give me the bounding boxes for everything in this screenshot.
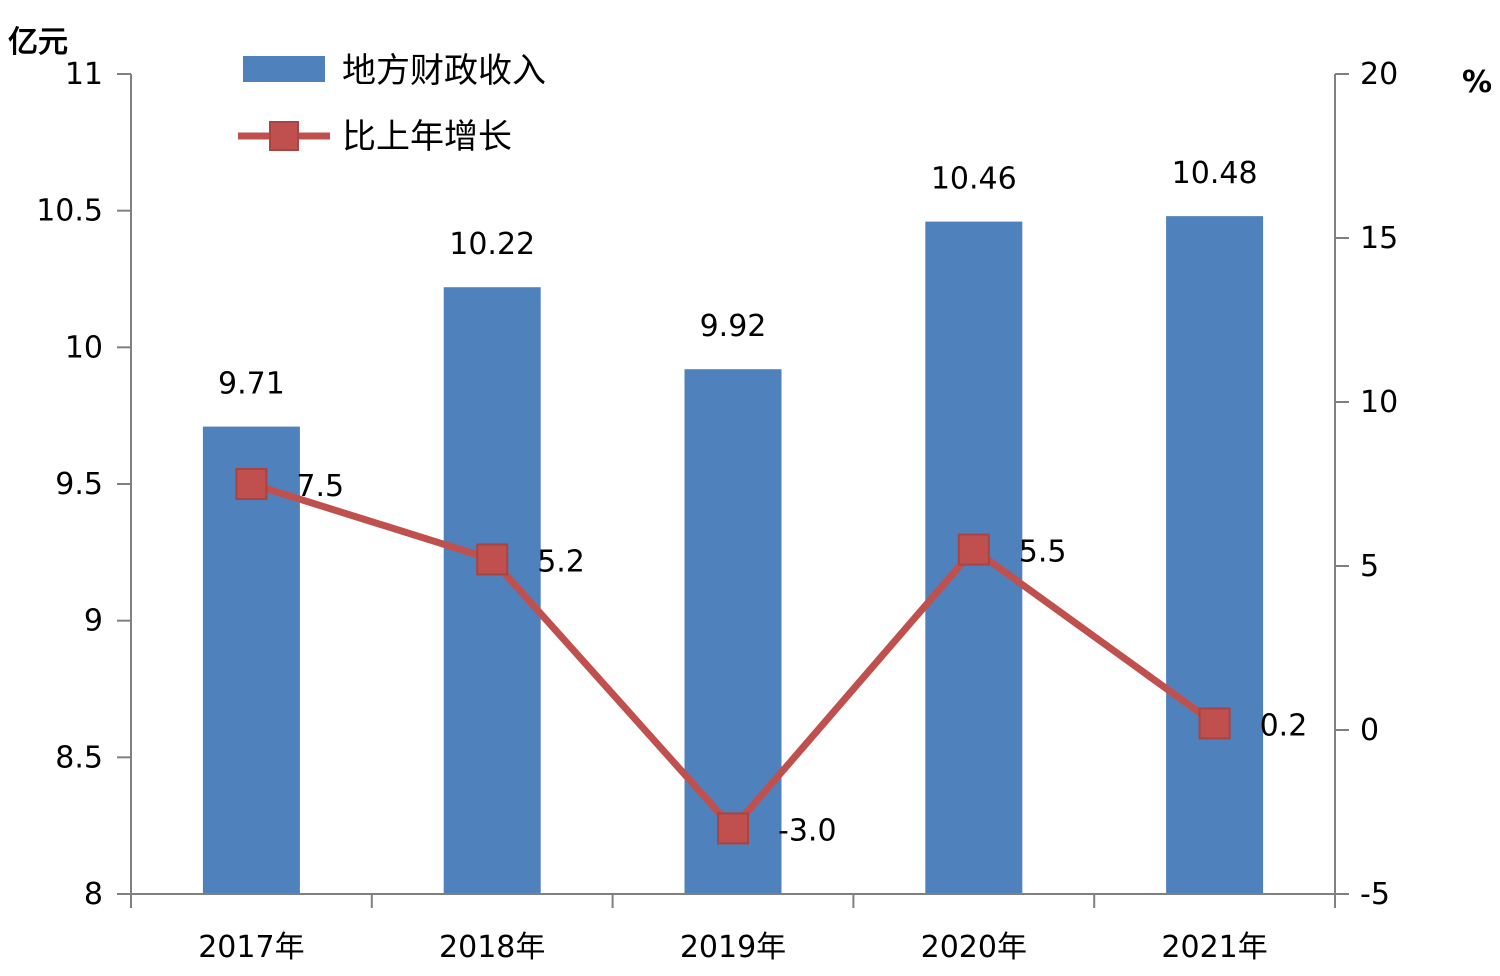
legend-swatch-income — [243, 56, 325, 82]
bar-value-label-1: 10.22 — [449, 227, 535, 262]
growth-value-label-3: 5.5 — [1019, 535, 1067, 570]
bar-1 — [443, 287, 541, 894]
x-category-label-0: 2017年 — [198, 930, 304, 965]
growth-marker-3 — [957, 533, 990, 566]
growth-value-label-2: -3.0 — [778, 813, 837, 848]
left-tick-label-6: 11 — [65, 57, 103, 92]
line-layer — [235, 468, 1231, 845]
right-tick-label-2: 5 — [1360, 549, 1379, 584]
axes-layer: 8 8.5 9 9.5 10 10.5 11 -5 0 5 10 15 20 2017年 2018年 2019… — [36, 57, 1398, 965]
left-tick-label-2: 9 — [84, 604, 103, 639]
left-tick-label-0: 8 — [84, 877, 103, 912]
bar-value-label-4: 10.48 — [1172, 156, 1258, 191]
legend-label-income: 地方财政收入 — [342, 51, 546, 91]
left-tick-label-5: 10.5 — [36, 194, 103, 229]
growth-marker-1 — [476, 543, 509, 576]
left-tick-label-4: 10 — [65, 330, 103, 365]
bar-value-label-0: 9.71 — [218, 367, 285, 402]
bar-value-label-2: 9.92 — [700, 309, 767, 344]
x-category-label-3: 2020年 — [921, 930, 1027, 965]
growth-value-label-1: 5.2 — [537, 544, 585, 579]
x-category-label-2: 2019年 — [680, 930, 786, 965]
bar-2 — [684, 369, 782, 894]
right-tick-label-5: 20 — [1360, 57, 1398, 92]
growth-marker-0 — [235, 468, 268, 500]
right-tick-label-0: -5 — [1360, 877, 1390, 912]
legend: 地方财政收入 比上年增长 — [238, 51, 546, 157]
right-tick-label-4: 15 — [1360, 221, 1398, 256]
bar-4 — [1166, 216, 1264, 895]
right-tick-label-3: 10 — [1360, 385, 1398, 420]
x-category-label-4: 2021年 — [1161, 930, 1267, 965]
left-tick-label-3: 9.5 — [55, 467, 103, 502]
right-tick-label-1: 0 — [1360, 713, 1379, 748]
labels-layer: 9.71 10.22 9.92 10.46 10.48 7.5 5.2 -3.0 5.5 0.2 — [218, 156, 1307, 848]
growth-value-label-0: 7.5 — [296, 469, 344, 504]
right-axis-unit: % — [1462, 65, 1492, 100]
growth-marker-2 — [717, 812, 749, 845]
bar-0 — [202, 426, 300, 894]
legend-swatch-growth-marker — [269, 121, 299, 151]
bar-value-label-3: 10.46 — [931, 162, 1017, 197]
growth-marker-4 — [1198, 707, 1231, 740]
legend-label-growth: 比上年增长 — [342, 117, 512, 157]
x-category-label-1: 2018年 — [439, 930, 545, 965]
left-axis-unit: 亿元 — [8, 25, 68, 60]
left-tick-label-1: 8.5 — [55, 740, 103, 775]
growth-value-label-4: 0.2 — [1260, 708, 1308, 743]
